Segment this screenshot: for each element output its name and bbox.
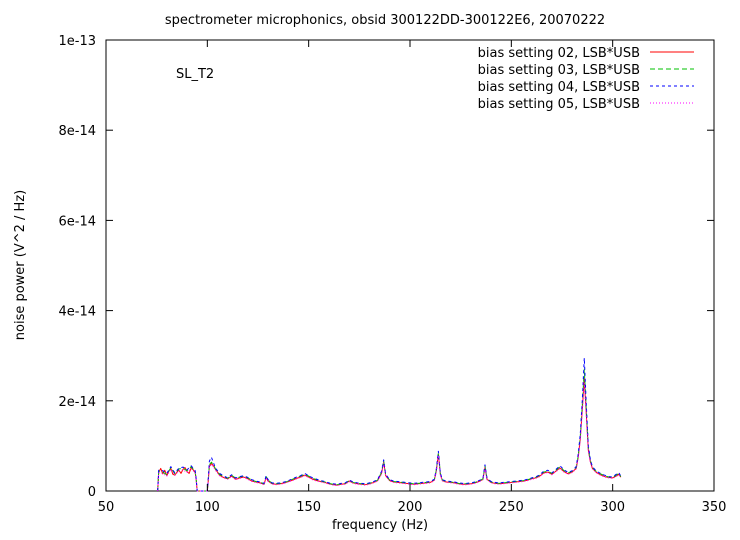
y-tick-label: 4e-14 (58, 305, 96, 320)
y-tick-label: 1e-13 (58, 34, 96, 49)
legend-label: bias setting 02, LSB*USB (478, 46, 640, 61)
x-tick-label: 250 (499, 500, 524, 515)
series-line-1 (157, 377, 622, 492)
x-tick-label: 50 (98, 500, 115, 515)
axis-ticks: 50 100 150 200 250 300 350 0 2e-14 4e-14 6e-14 8e-1… (58, 34, 726, 515)
y-tick-label: 8e-14 (58, 124, 96, 139)
y-tick-label: 0 (88, 485, 96, 500)
x-tick-label: 300 (600, 500, 625, 515)
series-annotation: SL_T2 (176, 67, 214, 82)
y-tick-label: 2e-14 (58, 395, 96, 410)
chart-title: spectrometer microphonics, obsid 300122D… (165, 13, 605, 28)
series-layer (157, 357, 622, 492)
legend-label: bias setting 05, LSB*USB (478, 97, 640, 112)
x-tick-label: 350 (702, 500, 727, 515)
series-line-4 (157, 382, 622, 492)
series-line-2 (157, 368, 622, 492)
x-tick-label: 100 (195, 500, 220, 515)
x-tick-label: 200 (398, 500, 423, 515)
x-tick-label: 150 (296, 500, 321, 515)
legend-label: bias setting 03, LSB*USB (478, 63, 640, 78)
y-tick-label: 6e-14 (58, 214, 96, 229)
legend: bias setting 02, LSB*USB bias setting 03,… (478, 46, 694, 112)
y-axis-label: noise power (V^2 / Hz) (13, 190, 28, 340)
legend-label: bias setting 04, LSB*USB (478, 80, 640, 95)
x-axis-label: frequency (Hz) (332, 518, 428, 533)
series-line-3 (157, 357, 622, 492)
